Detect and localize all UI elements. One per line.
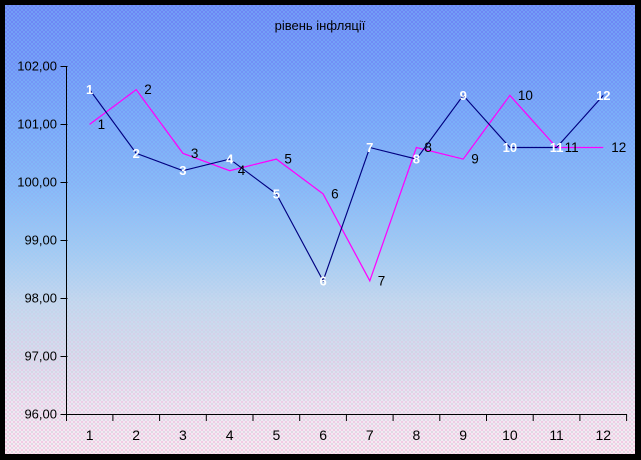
svg-text:10: 10 <box>518 88 533 103</box>
svg-text:7: 7 <box>366 140 373 155</box>
svg-text:4: 4 <box>238 163 246 178</box>
svg-text:3: 3 <box>191 146 199 161</box>
svg-text:1: 1 <box>86 82 93 97</box>
svg-text:12: 12 <box>596 88 610 103</box>
svg-text:9: 9 <box>460 88 467 103</box>
svg-text:6: 6 <box>331 186 339 201</box>
svg-text:6: 6 <box>319 427 327 443</box>
svg-text:5: 5 <box>273 186 280 201</box>
svg-text:3: 3 <box>179 427 187 443</box>
svg-text:8: 8 <box>424 140 432 155</box>
svg-text:97,00: 97,00 <box>24 349 57 364</box>
svg-text:2: 2 <box>132 427 140 443</box>
svg-text:5: 5 <box>273 427 281 443</box>
svg-text:99,00: 99,00 <box>24 233 57 248</box>
svg-text:98,00: 98,00 <box>24 291 57 306</box>
svg-text:11: 11 <box>565 140 579 155</box>
svg-text:100,00: 100,00 <box>17 175 57 190</box>
svg-text:9: 9 <box>471 152 479 167</box>
svg-text:102,00: 102,00 <box>17 59 57 74</box>
svg-text:рівень інфляції: рівень інфляції <box>275 18 366 33</box>
svg-text:10: 10 <box>502 427 518 443</box>
svg-text:9: 9 <box>459 427 467 443</box>
svg-text:8: 8 <box>413 427 421 443</box>
svg-text:10: 10 <box>503 140 517 155</box>
svg-text:6: 6 <box>319 273 326 288</box>
svg-text:4: 4 <box>226 152 234 167</box>
svg-text:7: 7 <box>366 427 374 443</box>
svg-text:1: 1 <box>98 117 106 132</box>
svg-text:101,00: 101,00 <box>17 117 57 132</box>
svg-text:12: 12 <box>596 427 612 443</box>
svg-text:2: 2 <box>144 82 152 97</box>
svg-text:2: 2 <box>133 146 140 161</box>
svg-text:4: 4 <box>226 427 234 443</box>
svg-text:12: 12 <box>611 140 626 155</box>
svg-text:11: 11 <box>550 140 564 155</box>
svg-text:1: 1 <box>86 427 94 443</box>
svg-text:8: 8 <box>413 152 420 167</box>
svg-text:7: 7 <box>378 273 386 288</box>
svg-text:11: 11 <box>549 427 564 443</box>
svg-text:96,00: 96,00 <box>24 407 57 422</box>
svg-text:3: 3 <box>179 163 186 178</box>
svg-text:5: 5 <box>284 152 292 167</box>
